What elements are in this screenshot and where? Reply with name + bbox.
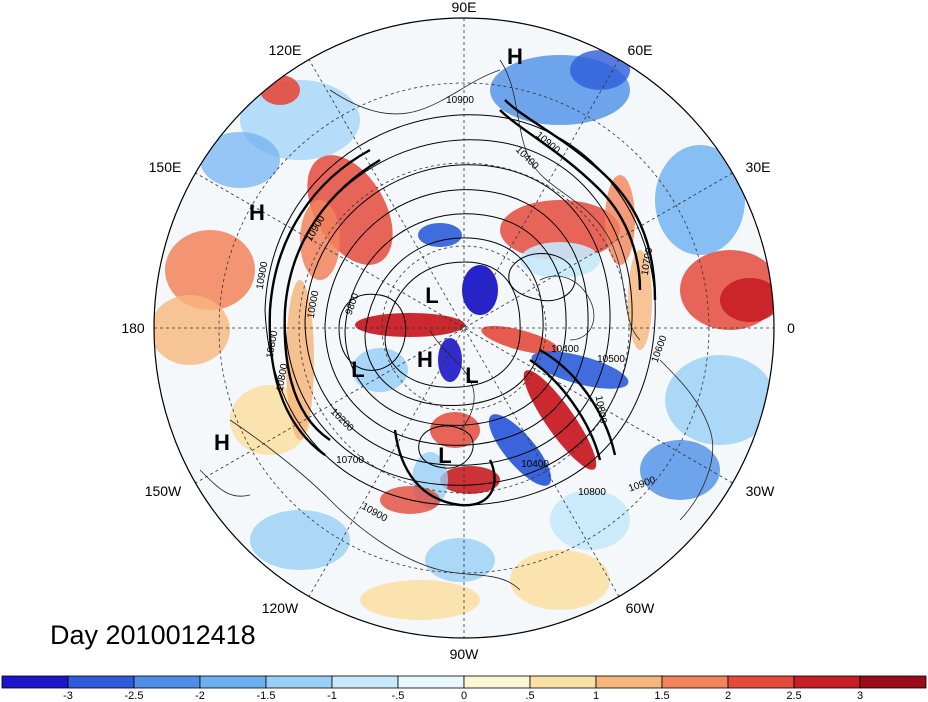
- contour-label: 10500: [597, 354, 625, 365]
- map-boundary: [153, 17, 775, 639]
- high-pressure-center: H: [417, 347, 433, 372]
- pressure-centers: H H L L H L H L: [214, 44, 523, 468]
- low-pressure-center: L: [425, 283, 438, 308]
- plot-title: Day 2010012418: [50, 620, 256, 650]
- contour-label: 10800: [578, 487, 606, 498]
- polar-stereographic-map: 10900 10900 10900 10800 10700 10600 1050…: [121, 0, 795, 662]
- colorbar-box: [793, 675, 861, 689]
- colorbar-box: [1, 675, 69, 689]
- colorbar-tick-label: -2.5: [125, 690, 144, 702]
- contour-label: 10700: [640, 246, 656, 276]
- contour-label: 10900: [446, 95, 474, 106]
- graticule: [154, 18, 774, 638]
- high-pressure-center: H: [249, 200, 265, 225]
- high-pressure-center: H: [214, 430, 230, 455]
- longitude-label: 150E: [149, 159, 182, 175]
- longitude-label: 60W: [626, 600, 656, 616]
- colorbar-tick-label: 2.5: [786, 690, 801, 702]
- contour-label: 10800: [265, 329, 281, 359]
- anomaly-field: [154, 18, 774, 638]
- low-pressure-center: L: [438, 443, 451, 468]
- longitude-label: 90W: [450, 646, 480, 662]
- contour-label: 10400: [521, 459, 549, 470]
- colorbar-box: [859, 675, 927, 689]
- colorbar-box: [595, 675, 663, 689]
- contour-label: 10700: [336, 455, 364, 466]
- colorbar-tick-label: -1.5: [257, 690, 276, 702]
- colorbar-box: [133, 675, 201, 689]
- longitude-label: 120E: [269, 42, 302, 58]
- colorbar-tick-label: 1: [593, 690, 599, 702]
- colorbar-tick-label: 3: [857, 690, 863, 702]
- colorbar-ticks: -3 -2.5 -2 -1.5 -1 -.5 0 .5 1 1.5 2 2.5 3: [63, 690, 863, 702]
- contour-label: 10400: [551, 344, 579, 355]
- colorbar-tick-label: .5: [525, 690, 534, 702]
- colorbar-tick-label: 2: [725, 690, 731, 702]
- colorbar-box: [397, 675, 465, 689]
- contour-label: 10000: [306, 289, 322, 319]
- colorbar: -3 -2.5 -2 -1.5 -1 -.5 0 .5 1 1.5 2 2.5 3: [1, 675, 927, 702]
- colorbar-box: [199, 675, 267, 689]
- coastlines: [199, 59, 714, 591]
- contour-label: 10900: [255, 260, 271, 290]
- colorbar-box: [727, 675, 795, 689]
- colorbar-tick-label: 1.5: [654, 690, 669, 702]
- longitude-label: 150W: [145, 483, 182, 499]
- colorbar-box: [67, 675, 135, 689]
- longitude-label: 30W: [746, 483, 776, 499]
- colorbar-tick-label: 0: [461, 690, 467, 702]
- low-pressure-center: L: [351, 357, 364, 382]
- colorbar-box: [529, 675, 597, 689]
- longitude-label: 120W: [262, 600, 299, 616]
- longitude-label: 180: [121, 320, 145, 336]
- colorbar-tick-label: -.5: [392, 690, 405, 702]
- colorbar-tick-label: -2: [195, 690, 205, 702]
- colorbar-box: [265, 675, 333, 689]
- colorbar-tick-label: -3: [63, 690, 73, 702]
- colorbar-boxes: [1, 675, 927, 689]
- colorbar-tick-label: -1: [327, 690, 337, 702]
- longitude-label: 30E: [746, 159, 771, 175]
- colorbar-box: [463, 675, 531, 689]
- contour-label: 10800: [593, 395, 609, 425]
- longitude-label: 0: [787, 320, 795, 336]
- low-pressure-center: L: [465, 363, 478, 388]
- contour-label: 10800: [275, 362, 291, 392]
- colorbar-box: [331, 675, 399, 689]
- high-pressure-center: H: [507, 44, 523, 69]
- longitude-labels: 90E 60E 30E 0 30W 60W 90W 120W 150W 180 …: [121, 0, 795, 662]
- colorbar-box: [661, 675, 729, 689]
- longitude-label: 60E: [628, 42, 653, 58]
- longitude-label: 90E: [452, 0, 477, 15]
